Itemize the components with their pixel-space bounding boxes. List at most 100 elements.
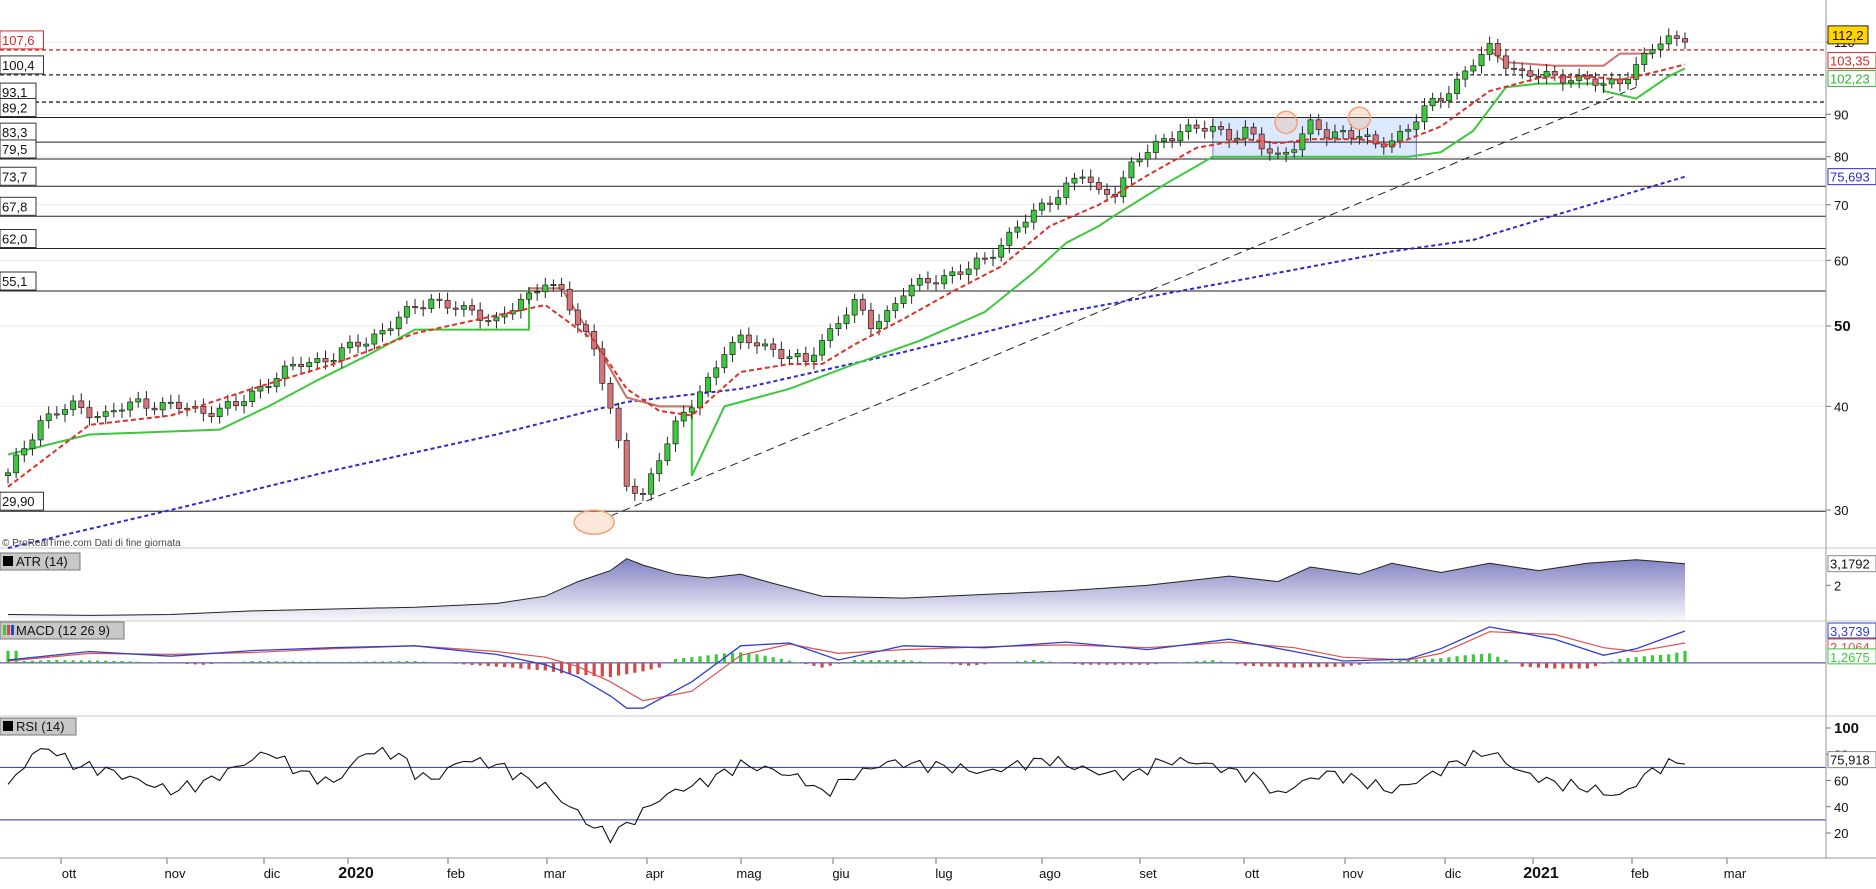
candle	[1047, 203, 1052, 204]
candle	[103, 412, 108, 417]
candle	[1007, 232, 1012, 245]
macd-histogram-bar	[601, 663, 604, 677]
macd-histogram-bar	[641, 663, 644, 672]
macd-histogram-bar	[1252, 663, 1255, 666]
candle	[876, 322, 881, 329]
macd-histogram-bar	[1675, 653, 1678, 663]
candle	[128, 402, 133, 410]
price-tick-label: 90	[1834, 107, 1848, 122]
macd-histogram-bar	[845, 662, 848, 663]
rsi-panel: RSI (14)	[0, 718, 1826, 843]
candle	[347, 342, 352, 348]
macd-histogram-bar	[1423, 659, 1426, 663]
candle	[1340, 130, 1345, 131]
candle	[62, 410, 67, 415]
candle	[1324, 130, 1329, 138]
x-tick-label: feb	[447, 866, 465, 881]
candle	[771, 344, 776, 349]
macd-histogram-bar	[1154, 663, 1157, 664]
macd-histogram-bar	[88, 660, 91, 662]
candle	[1121, 178, 1126, 197]
level-label: 100,4	[2, 58, 35, 73]
candle	[1438, 98, 1443, 101]
macd-histogram-bar	[1488, 653, 1491, 662]
price-tick-label: 60	[1834, 253, 1848, 268]
macd-histogram-bar	[1683, 651, 1686, 663]
macd-histogram-bar	[837, 663, 840, 664]
candle	[852, 299, 857, 315]
atr-legend-swatch	[3, 556, 13, 566]
candle	[1088, 177, 1093, 182]
candle	[567, 289, 572, 310]
candle	[1552, 71, 1557, 75]
candle	[79, 401, 84, 408]
candle	[1666, 36, 1671, 44]
macd-panel: MACD (12 26 9)	[0, 622, 1876, 716]
macd-histogram-bar	[1293, 663, 1296, 668]
candle	[315, 358, 320, 362]
macd-histogram-bar	[454, 663, 457, 664]
macd-histogram-bar	[1138, 663, 1141, 665]
candle	[828, 329, 833, 341]
macd-histogram-bar	[1618, 659, 1621, 663]
x-tick-label: ott	[1245, 866, 1260, 881]
macd-histogram-bar	[1390, 661, 1393, 663]
candle	[1243, 127, 1248, 138]
macd-histogram-bar	[804, 663, 807, 664]
macd-histogram-bar	[1382, 662, 1385, 663]
candle	[1145, 152, 1150, 159]
macd-histogram-bar	[1464, 655, 1467, 663]
macd-histogram-bar	[1529, 663, 1532, 667]
x-tick-label: mar	[544, 866, 567, 881]
macd-histogram-bar	[1439, 658, 1442, 663]
candle	[738, 335, 743, 342]
macd-histogram-bar	[487, 663, 490, 666]
candle	[266, 386, 271, 387]
macd-histogram-bar	[747, 653, 750, 662]
macd-histogram-bar	[112, 661, 115, 663]
macd-histogram-bar	[658, 663, 661, 668]
macd-histogram-bar	[1073, 663, 1076, 664]
macd-histogram-bar	[853, 660, 856, 663]
candle	[1471, 66, 1476, 71]
candle	[282, 366, 287, 378]
atr-tick-label: 2	[1834, 578, 1841, 593]
candle	[1218, 127, 1223, 130]
macd-histogram-bar	[1122, 663, 1125, 665]
candle	[925, 278, 930, 282]
candle	[779, 349, 784, 358]
macd-histogram-bar	[1325, 663, 1328, 667]
x-tick-label: ott	[62, 866, 77, 881]
candle	[1129, 162, 1134, 178]
candle	[819, 340, 824, 355]
candle	[730, 342, 735, 354]
macd-histogram-bar	[1480, 654, 1483, 663]
macd-histogram-bar	[275, 661, 278, 663]
candle	[1023, 222, 1028, 227]
x-tick-label: mar	[1724, 866, 1747, 881]
macd-value-label: 1,2675	[1830, 650, 1870, 665]
macd-histogram-bar	[1496, 657, 1499, 663]
macd-histogram-bar	[1276, 663, 1279, 667]
macd-legend-swatch	[7, 625, 10, 635]
macd-histogram-bar	[55, 660, 58, 663]
macd-histogram-bar	[1602, 663, 1605, 664]
candle	[241, 402, 246, 406]
macd-histogram-bar	[381, 661, 384, 663]
macd-histogram-bar	[1268, 663, 1271, 667]
macd-histogram-bar	[609, 663, 612, 677]
price-panel: 107,6100,493,189,283,379,573,767,862,055…	[0, 31, 1876, 548]
macd-histogram-bar	[405, 661, 408, 663]
macd-histogram-bar	[739, 652, 742, 662]
macd-histogram-bar	[674, 659, 677, 663]
macd-histogram-bar	[1626, 658, 1629, 663]
candle	[974, 258, 979, 269]
macd-histogram-bar	[991, 663, 994, 664]
macd-histogram-bar	[1561, 663, 1564, 669]
macd-histogram-bar	[1447, 657, 1450, 663]
indicator-value-label: 75,693	[1830, 170, 1870, 185]
macd-histogram-bar	[1219, 661, 1222, 662]
candle	[559, 284, 564, 289]
macd-histogram-bar	[1569, 663, 1572, 669]
